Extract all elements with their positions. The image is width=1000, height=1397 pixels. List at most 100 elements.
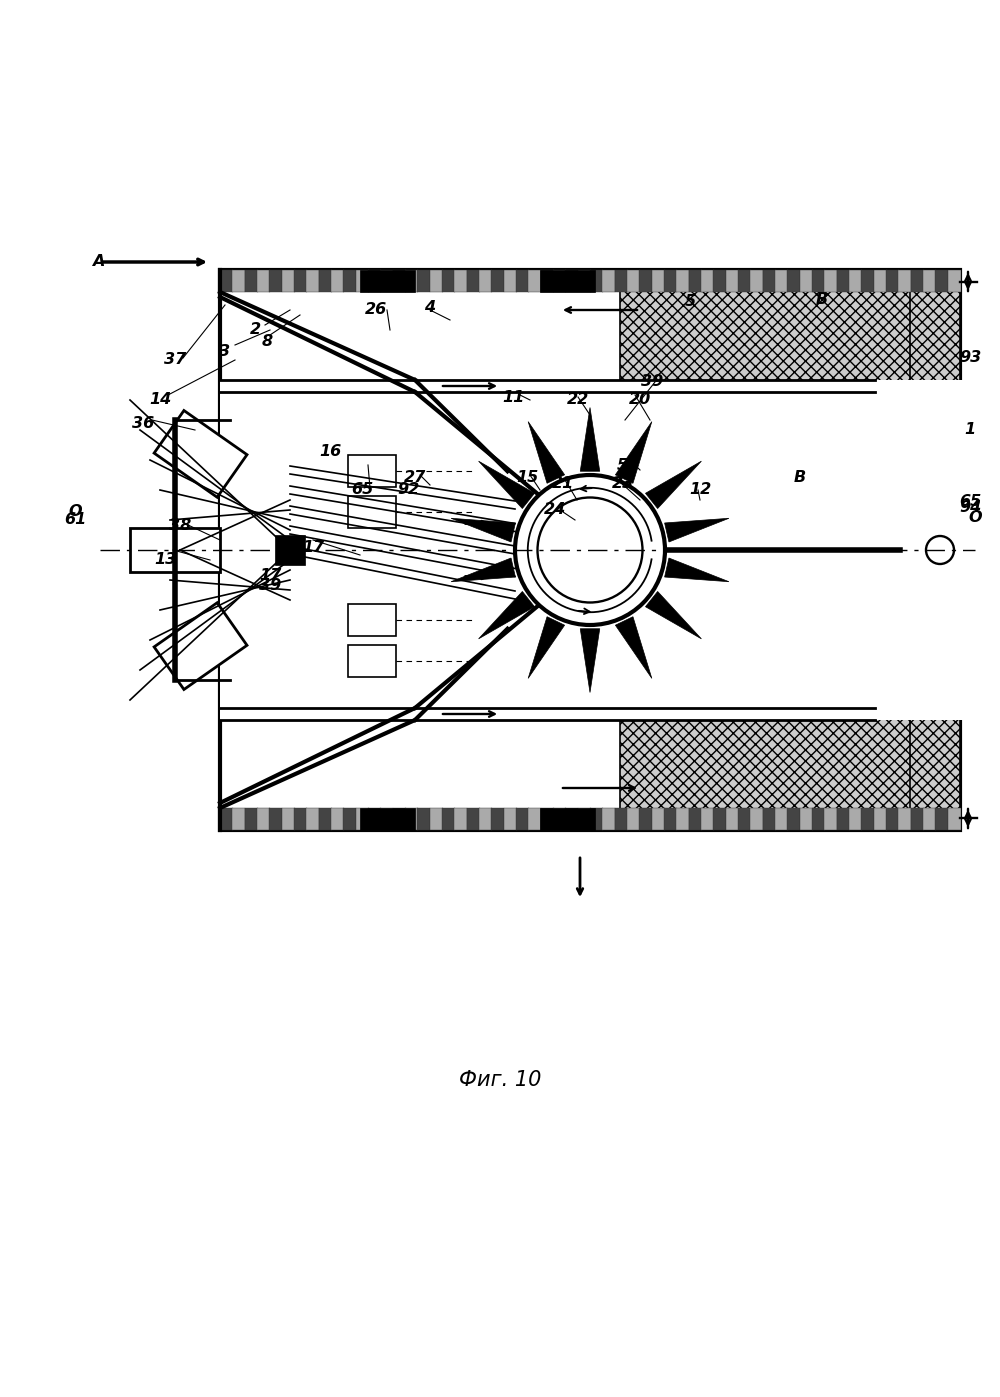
Bar: [245, 270, 258, 292]
Text: 37: 37: [164, 352, 186, 367]
Bar: [775, 270, 788, 292]
FancyBboxPatch shape: [154, 602, 247, 690]
Bar: [257, 807, 270, 830]
Bar: [861, 270, 874, 292]
Bar: [787, 807, 800, 830]
Text: 22: 22: [567, 393, 589, 408]
Bar: [652, 270, 665, 292]
Bar: [553, 270, 566, 292]
Bar: [775, 807, 788, 830]
Bar: [380, 807, 393, 830]
Text: 94: 94: [959, 500, 981, 515]
FancyBboxPatch shape: [154, 411, 247, 497]
Text: 38: 38: [169, 517, 191, 532]
Polygon shape: [451, 557, 515, 581]
Bar: [812, 807, 825, 830]
Bar: [565, 807, 578, 830]
Bar: [245, 807, 258, 830]
Bar: [516, 270, 529, 292]
Text: 24: 24: [544, 503, 566, 517]
Bar: [713, 270, 726, 292]
Bar: [294, 270, 307, 292]
Bar: [713, 807, 726, 830]
Bar: [935, 807, 948, 830]
Polygon shape: [665, 557, 729, 581]
Bar: [319, 807, 332, 830]
Bar: [750, 807, 763, 830]
Bar: [516, 807, 529, 830]
Text: 12: 12: [689, 482, 711, 497]
Bar: [393, 807, 406, 830]
Polygon shape: [615, 422, 652, 483]
Bar: [454, 807, 467, 830]
Polygon shape: [479, 591, 535, 638]
Bar: [763, 807, 776, 830]
Bar: [540, 807, 595, 830]
Bar: [220, 807, 233, 830]
Bar: [430, 807, 442, 830]
Text: A: A: [92, 254, 104, 270]
Bar: [898, 270, 911, 292]
Text: Фиг. 10: Фиг. 10: [459, 1070, 541, 1090]
Polygon shape: [479, 461, 535, 509]
Bar: [282, 807, 294, 830]
Text: 39: 39: [259, 578, 281, 594]
Polygon shape: [580, 408, 600, 471]
Bar: [368, 807, 381, 830]
Polygon shape: [645, 461, 701, 509]
Bar: [837, 807, 850, 830]
Bar: [923, 270, 936, 292]
Bar: [738, 807, 751, 830]
Bar: [911, 270, 924, 292]
Bar: [356, 807, 368, 830]
Bar: [886, 807, 899, 830]
Bar: [257, 270, 270, 292]
Bar: [528, 270, 541, 292]
Bar: [417, 807, 430, 830]
Bar: [430, 270, 442, 292]
Bar: [880, 636, 910, 659]
Bar: [491, 807, 504, 830]
Bar: [578, 807, 591, 830]
Text: 4: 4: [424, 300, 436, 316]
Bar: [467, 270, 480, 292]
Bar: [620, 270, 960, 440]
Bar: [348, 455, 396, 488]
Bar: [639, 270, 652, 292]
Bar: [824, 807, 837, 830]
Text: 3: 3: [219, 345, 231, 359]
Bar: [319, 270, 332, 292]
Bar: [343, 270, 356, 292]
Bar: [763, 270, 776, 292]
Bar: [701, 807, 714, 830]
Bar: [348, 604, 396, 636]
Bar: [356, 270, 368, 292]
Polygon shape: [615, 616, 652, 679]
Text: 8: 8: [261, 334, 273, 349]
Text: 65: 65: [351, 482, 373, 497]
Bar: [849, 807, 862, 830]
Bar: [343, 807, 356, 830]
Text: 65: 65: [959, 495, 981, 510]
Bar: [368, 270, 381, 292]
Text: 52: 52: [617, 457, 639, 472]
Bar: [676, 270, 689, 292]
Bar: [615, 807, 628, 830]
Bar: [639, 807, 652, 830]
Bar: [130, 528, 220, 571]
Bar: [393, 270, 406, 292]
Bar: [348, 496, 396, 528]
Bar: [331, 807, 344, 830]
Bar: [417, 270, 430, 292]
Bar: [479, 270, 492, 292]
Bar: [787, 270, 800, 292]
Bar: [282, 270, 294, 292]
Bar: [360, 270, 415, 292]
Bar: [615, 270, 628, 292]
Bar: [442, 270, 455, 292]
Bar: [620, 659, 960, 830]
Text: 26: 26: [365, 303, 387, 317]
Bar: [578, 270, 591, 292]
Bar: [627, 807, 640, 830]
Bar: [874, 807, 887, 830]
